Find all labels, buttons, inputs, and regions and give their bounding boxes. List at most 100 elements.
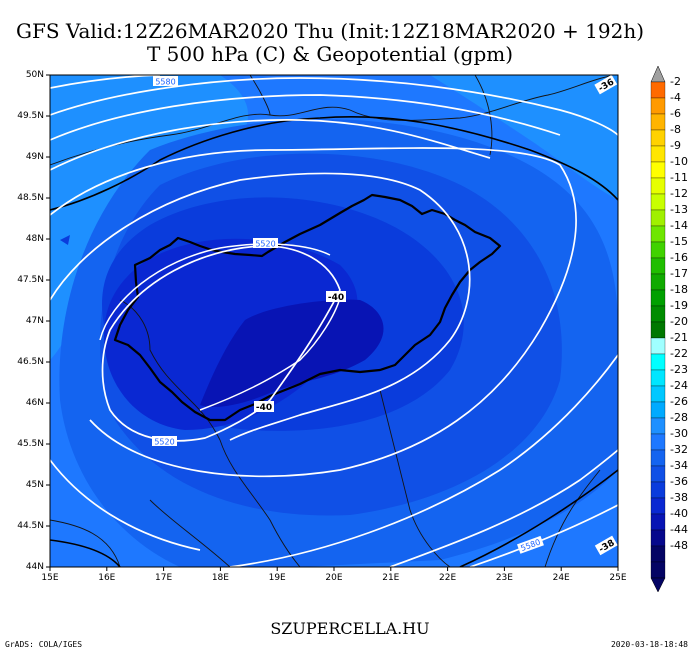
legend-label: -48 [670,539,688,552]
legend-label: -22 [670,347,688,360]
contour-label-box [594,535,618,556]
legend-label: -2 [670,75,681,88]
latitude-label: 46.5N [17,357,44,367]
longitude-label: 20E [325,573,343,583]
temperature-label: -40 [256,403,272,413]
temperature-band-40 [200,299,384,407]
latitude-label: 49N [25,152,44,162]
legend-swatch [650,161,666,179]
legend-swatch [650,529,666,547]
latitude-label: 45N [25,480,44,490]
map-plot-area: 5580 5520 5520 5580 -40 -40 -36 -38 [50,75,618,567]
country-borders [50,75,611,567]
axis-ticks [46,74,619,571]
geopotential-label: 5520 [255,240,275,249]
legend-swatch [650,129,666,147]
legend-label: -32 [670,443,688,456]
longitude-label: 19E [268,573,286,583]
latitude-label: 48N [25,234,44,244]
legend-boxes [650,65,666,593]
height-contours-black [50,116,618,567]
geopotential-label: 5580 [155,78,175,87]
map-title: GFS Valid:12Z26MAR2020 Thu (Init:12Z18MA… [15,19,645,43]
latitude-label: 45.5N [17,439,44,449]
legend-swatch [650,465,666,483]
contour-label-box [517,535,544,554]
legend-swatch [650,369,666,387]
legend-label: -9 [670,139,681,152]
legend-swatch [650,177,666,195]
latitude-label: 44.5N [17,521,44,531]
site-footer: SZUPERCELLA.HU [270,619,430,638]
legend-swatch [650,273,666,291]
latitude-label: 47N [25,316,44,326]
legend-label: -28 [670,411,688,424]
legend-swatch [650,497,666,515]
legend-label: -17 [670,267,688,280]
legend-label: -15 [670,235,688,248]
legend-label: -19 [670,299,688,312]
legend-swatch [650,401,666,419]
legend-swatch [650,225,666,243]
latitude-label: 50N [25,70,44,80]
legend-swatch [650,209,666,227]
legend-swatch [650,481,666,499]
legend-swatch [650,385,666,403]
contour-label-box [594,75,618,95]
legend-swatch [650,513,666,531]
legend-swatch [650,113,666,131]
legend-label: -38 [670,491,688,504]
legend-label: -14 [670,219,688,232]
legend-swatch [650,145,666,163]
longitude-label: 21E [382,573,400,583]
legend-swatch [650,97,666,115]
longitude-label: 25E [609,573,627,583]
legend-swatch [650,561,666,579]
legend-label: -23 [670,363,688,376]
map-subtitle: T 500 hPa (C) & Geopotential (gpm) [146,42,514,66]
legend-label: -11 [670,171,688,184]
legend-label: -30 [670,427,688,440]
contour-label-box [326,291,346,302]
legend-swatch [650,417,666,435]
legend-label: -18 [670,283,688,296]
longitude-label: 16E [98,573,116,583]
legend-label: -40 [670,507,688,520]
contour-label-box [152,436,177,446]
temperature-label: -40 [328,293,344,303]
legend-label: -20 [670,315,688,328]
legend-label: -44 [670,523,688,536]
latitude-label: 48.5N [17,193,44,203]
temperature-band-28-ne [430,75,618,200]
legend-label: -26 [670,395,688,408]
longitude-label: 15E [41,573,59,583]
latitude-label: 49.5N [17,111,44,121]
country-border-hungary [113,193,502,422]
legend-swatch [650,545,666,563]
render-timestamp: 2020-03-18-18:48 [610,640,688,649]
grads-credit: GrADS: COLA/IGES [5,640,83,649]
legend-label: -24 [670,379,688,392]
legend-swatch [650,257,666,275]
legend-max-arrow [650,65,666,83]
geopotential-contours [50,75,618,567]
legend-swatch [650,81,666,99]
longitude-label: 18E [211,573,229,583]
legend-swatch [650,337,666,355]
legend-label: -12 [670,187,688,200]
geopotential-label: 5520 [154,438,174,447]
latitude-label: 46N [25,398,44,408]
longitude-label: 23E [495,573,513,583]
legend-label: -36 [670,475,688,488]
temperature-spot [60,235,70,245]
legend-swatch [650,449,666,467]
contour-label-group: 5580 5520 5520 5580 -40 -40 -36 -38 [152,75,618,556]
contour-label-box [253,238,278,248]
contour-label-box [153,76,178,86]
legend-label: -6 [670,107,681,120]
contour-label-box [254,401,274,412]
longitude-label: 24E [552,573,570,583]
temperature-contours [99,243,341,411]
legend-label: -16 [670,251,688,264]
